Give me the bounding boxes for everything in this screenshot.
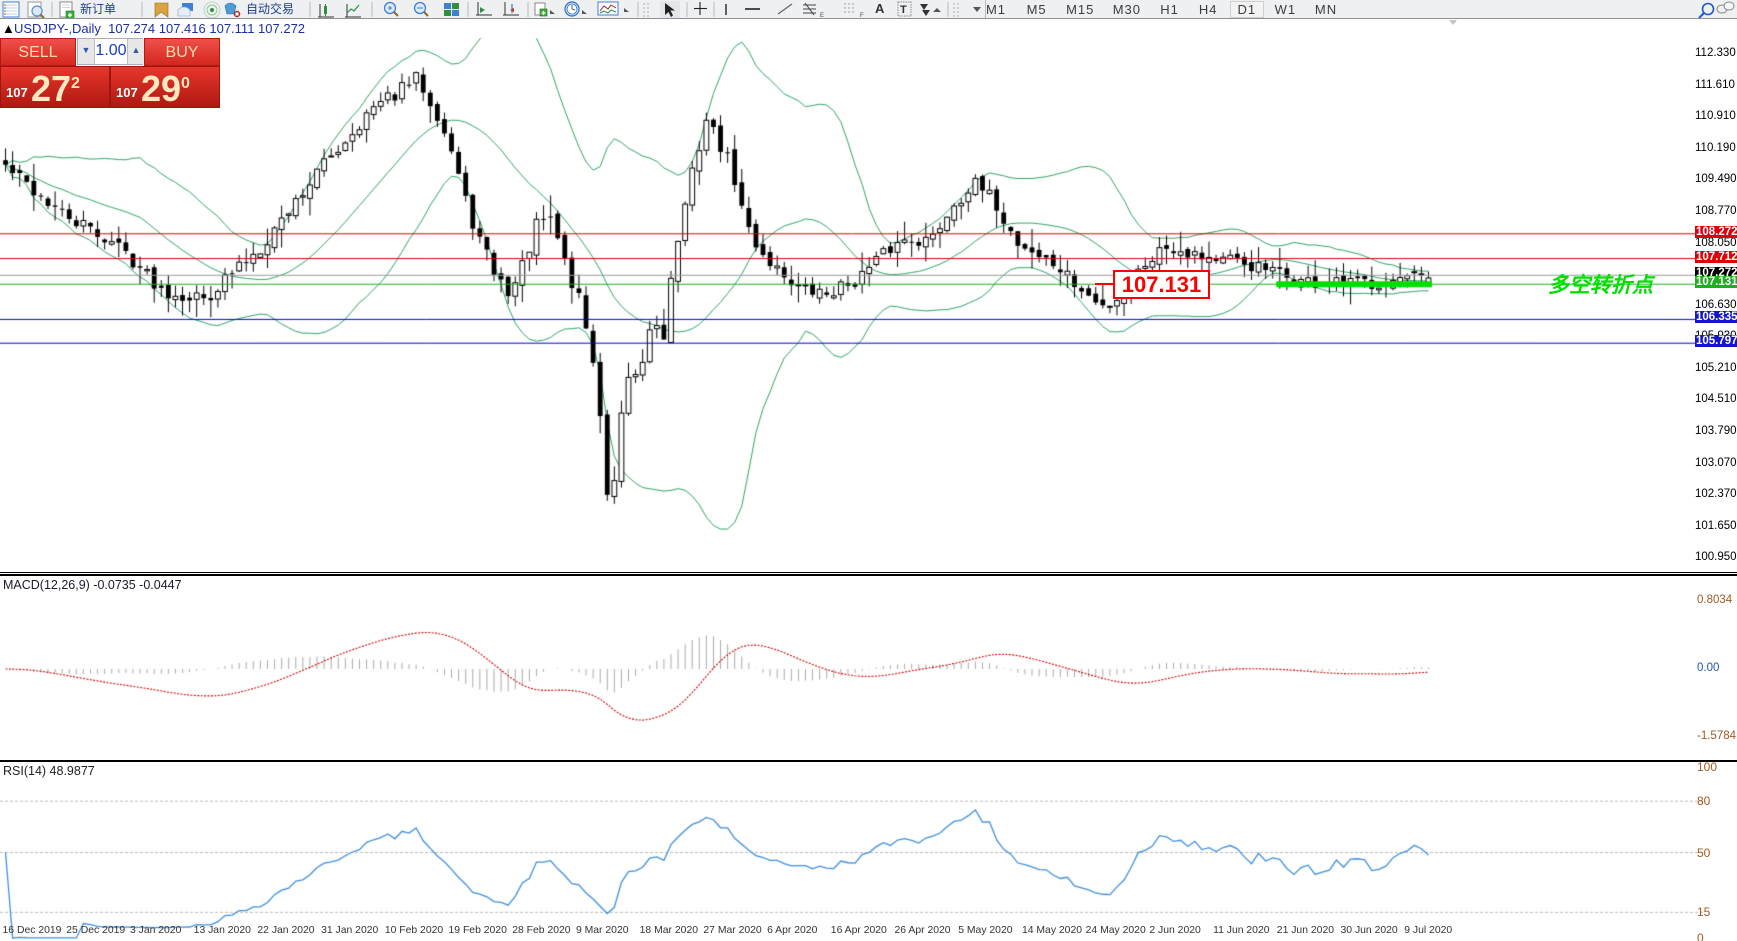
svg-text:T: T [900, 4, 907, 16]
svg-text:E: E [820, 13, 824, 19]
svg-text:F: F [860, 13, 864, 19]
svg-text:自动交易: 自动交易 [246, 1, 294, 16]
svg-text:A: A [875, 1, 885, 16]
svg-text:新订单: 新订单 [80, 1, 116, 16]
